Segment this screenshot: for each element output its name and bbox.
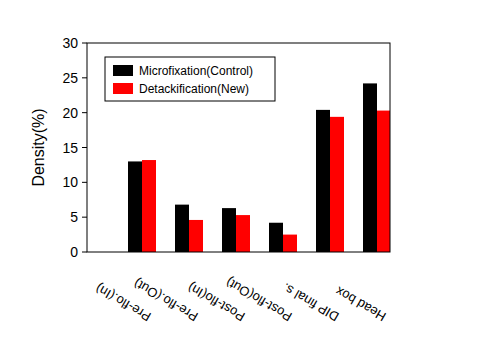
y-tick-label: 0 (70, 244, 78, 260)
bar (283, 235, 297, 252)
bar (236, 215, 250, 252)
plot-frame (87, 43, 390, 252)
bar (377, 111, 390, 252)
y-tick (82, 77, 87, 78)
y-axis-label: Density(%) (30, 108, 47, 186)
y-tick (82, 252, 87, 253)
y-tick-label: 10 (62, 174, 78, 190)
chart: 051015202530Density(%)Pre-flo.(In)Pre-fl… (0, 0, 491, 339)
bar (330, 117, 344, 252)
bars (128, 83, 390, 252)
x-tick-label: Head box (332, 283, 388, 324)
y-tick (82, 43, 87, 44)
x-tick-label: Post-flo(Out) (223, 275, 294, 325)
legend-swatch (113, 65, 133, 76)
y-tick (82, 217, 87, 218)
y-tick-label: 20 (62, 105, 78, 121)
x-tick-label: DIP final s. (280, 280, 342, 324)
legend-swatch (113, 83, 133, 94)
y-tick-label: 15 (62, 140, 78, 156)
y-tick-label: 30 (62, 35, 78, 51)
y-tick (82, 147, 87, 148)
bar (175, 205, 189, 252)
bar (142, 160, 156, 252)
bar (128, 161, 142, 252)
x-tick-label: Pre-flo.(Out) (131, 276, 200, 325)
legend: Microfixation(Control) Detackification(Ne… (105, 57, 275, 101)
legend-label: Detackification(New) (139, 82, 249, 96)
bar (222, 208, 236, 252)
bar (189, 220, 203, 252)
bar (269, 223, 283, 252)
bar (363, 83, 377, 252)
y-tick (82, 182, 87, 183)
y-tick-label: 25 (62, 70, 78, 86)
bar (316, 110, 330, 252)
legend-box (105, 57, 275, 101)
y-tick (82, 112, 87, 113)
y-tick-label: 5 (70, 209, 78, 225)
legend-label: Microfixation(Control) (139, 64, 253, 78)
